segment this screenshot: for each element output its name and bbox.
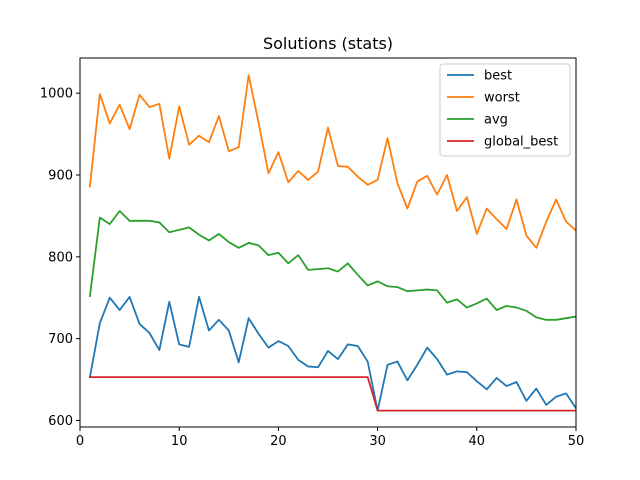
y-tick-label: 900 [48,169,73,184]
chart-title: Solutions (stats) [263,34,393,53]
legend-label-global-best: global_best [484,135,558,150]
series-line-avg [88,210,576,321]
series-line-best [88,296,576,412]
legend-label-worst: worst [484,91,520,106]
legend: best worst avg global_best [439,63,571,157]
y-tick-label: 800 [48,250,73,265]
legend-label-avg: avg [484,113,508,128]
plot-frame [79,57,577,428]
axes: 0 10 20 30 40 50 600 700 800 900 1000 [40,57,585,449]
x-tick-label: 30 [369,434,386,449]
x-tick-label: 40 [469,434,486,449]
x-tick-label: 10 [171,434,188,449]
y-tick-label: 600 [48,414,73,429]
series-line-worst [88,74,576,249]
x-tick-label: 50 [568,434,585,449]
legend-label-best: best [484,69,512,84]
series-line-global-best [89,376,576,412]
plot-series [88,74,576,412]
legend-box [439,63,571,157]
x-tick-label: 20 [270,434,287,449]
y-tick-label: 700 [48,332,73,347]
y-tick-label: 1000 [40,87,73,102]
x-tick-label: 0 [76,434,84,449]
